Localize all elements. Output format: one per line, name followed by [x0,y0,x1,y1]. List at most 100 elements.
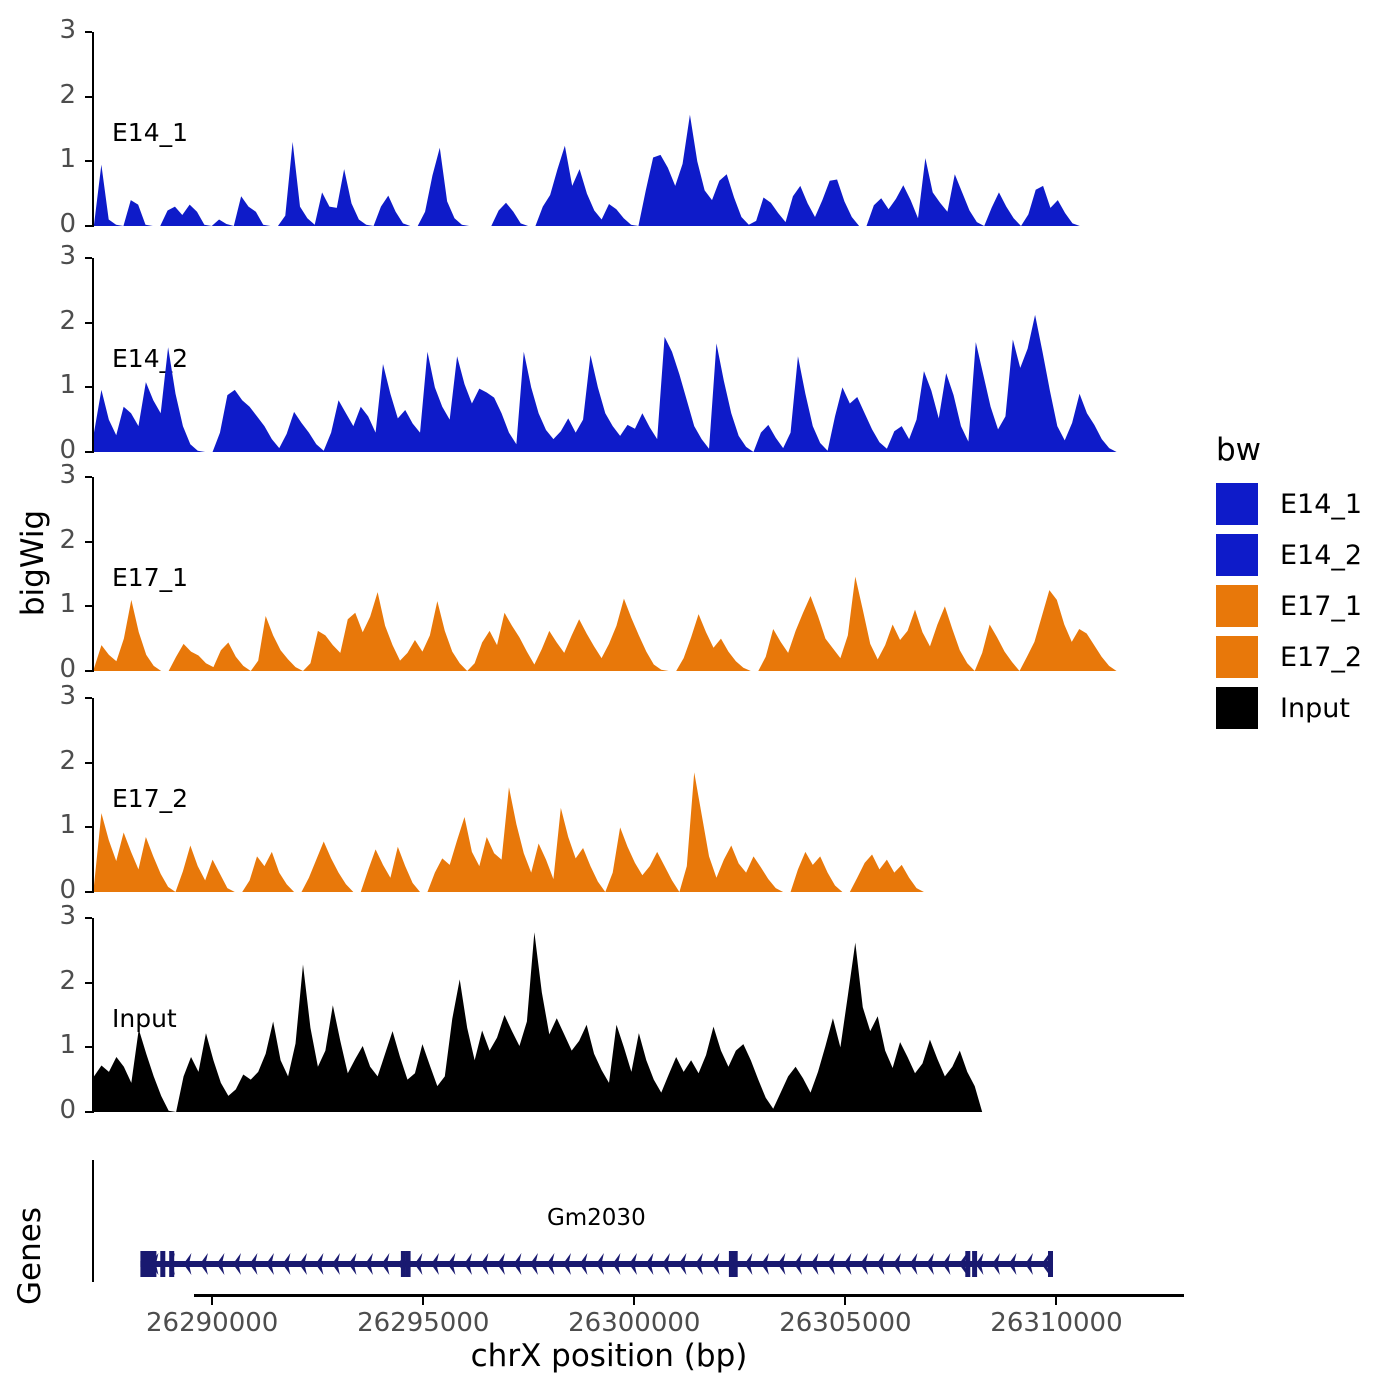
y-tick-label: 3 [59,460,76,490]
gene-boundary-tick [1048,1251,1053,1277]
legend-swatch-icon [1216,687,1258,729]
strand-arrow-icon [381,1253,390,1275]
gene-boundary-tick [160,1251,166,1277]
y-tick [85,451,92,453]
y-tick [85,225,92,227]
coverage-area-e14_1 [94,114,1124,226]
strand-arrow-icon [298,1253,307,1275]
x-tick [211,1297,214,1305]
legend-title: bw [1216,432,1262,468]
x-tick-label: 26305000 [779,1308,912,1338]
gene-boundary-tick [965,1251,971,1277]
y-tick [85,95,92,98]
y-tick [85,1046,92,1049]
y-tick-label: 0 [59,654,76,684]
strand-arrow-icon [628,1253,637,1275]
strand-arrow-icon [282,1253,291,1275]
legend-swatch-icon [1216,636,1258,678]
coverage-path [94,932,1124,1112]
strand-arrow-icon [546,1253,555,1275]
track-label-e14_2: E14_2 [112,344,189,374]
legend-item-e14_1[interactable]: E14_1 [1216,483,1362,525]
y-tick [85,605,92,608]
coverage-path [94,576,1124,671]
legend-swatch-icon [1216,534,1258,576]
strand-arrow-icon [1008,1253,1017,1275]
y-tick [85,917,92,919]
strand-arrow-icon [694,1253,703,1275]
strand-arrow-icon [711,1253,720,1275]
strand-arrow-icon [925,1253,934,1275]
strand-arrow-icon [975,1253,984,1275]
strand-arrow-icon [612,1253,621,1275]
strand-arrow-icon [562,1253,571,1275]
y-tick [85,891,92,893]
gene-boundary-tick [405,1251,411,1277]
gene-model-gm2030[interactable] [94,1242,1134,1286]
strand-arrow-icon [892,1253,901,1275]
x-tick-label: 26310000 [990,1308,1123,1338]
x-tick-label: 26295000 [357,1308,490,1338]
legend-item-e14_2[interactable]: E14_2 [1216,534,1362,576]
strand-arrow-icon [793,1253,802,1275]
y-axis-spine [92,918,94,1113]
coverage-path [94,772,1124,892]
strand-arrow-icon [414,1253,423,1275]
y-tick [85,160,92,163]
legend-swatch-icon [1216,483,1258,525]
strand-arrow-icon [348,1253,357,1275]
track-label-e17_1: E17_1 [112,563,189,593]
strand-arrow-icon [265,1253,274,1275]
y-tick-label: 3 [59,901,76,931]
y-tick-label: 1 [59,1030,76,1061]
strand-arrow-icon [1041,1253,1050,1275]
legend-label: E14_1 [1280,488,1363,520]
x-tick [1055,1297,1058,1305]
strand-arrow-icon [579,1253,588,1275]
y-tick [85,697,92,699]
strand-arrow-icon [958,1253,967,1275]
strand-arrow-icon [645,1253,654,1275]
legend-label: Input [1280,692,1350,724]
genes-axis-spine [92,1160,94,1282]
x-axis-line [194,1294,1184,1297]
strand-arrow-icon [496,1253,505,1275]
strand-arrow-icon [678,1253,687,1275]
strand-arrow-icon [777,1253,786,1275]
gene-boundary-tick [732,1251,738,1277]
strand-arrow-icon [810,1253,819,1275]
coverage-area-e14_2 [94,314,1124,452]
y-axis-title-genes: Genes [12,1207,48,1305]
strand-arrow-icon [232,1253,241,1275]
strand-arrow-icon [1024,1253,1033,1275]
x-tick [844,1297,847,1305]
y-tick-label: 1 [59,370,76,401]
strand-arrow-icon [826,1253,835,1275]
strand-arrow-icon [661,1253,670,1275]
strand-arrow-icon [859,1253,868,1275]
y-tick-label: 2 [59,745,76,776]
legend-swatch-icon [1216,585,1258,627]
coverage-area-input [94,932,1124,1112]
coverage-area-e17_1 [94,576,1124,671]
y-tick [85,981,92,984]
strand-arrow-icon [909,1253,918,1275]
track-label-input: Input [112,1004,177,1034]
coverage-area-e17_2 [94,772,1124,892]
strand-arrow-icon [199,1253,208,1275]
strand-arrow-icon [447,1253,456,1275]
y-tick-label: 1 [59,589,76,620]
strand-arrow-icon [876,1253,885,1275]
legend-item-e17_2[interactable]: E17_2 [1216,636,1362,678]
strand-arrow-icon [331,1253,340,1275]
y-tick-label: 0 [59,435,76,465]
y-axis-spine [92,258,94,453]
x-tick-label: 26300000 [568,1308,701,1338]
y-tick [85,476,92,478]
y-tick-label: 1 [59,810,76,841]
legend-item-e17_1[interactable]: E17_1 [1216,585,1362,627]
legend-item-input[interactable]: Input [1216,687,1350,729]
strand-arrow-icon [744,1253,753,1275]
y-tick-label: 2 [59,305,76,336]
